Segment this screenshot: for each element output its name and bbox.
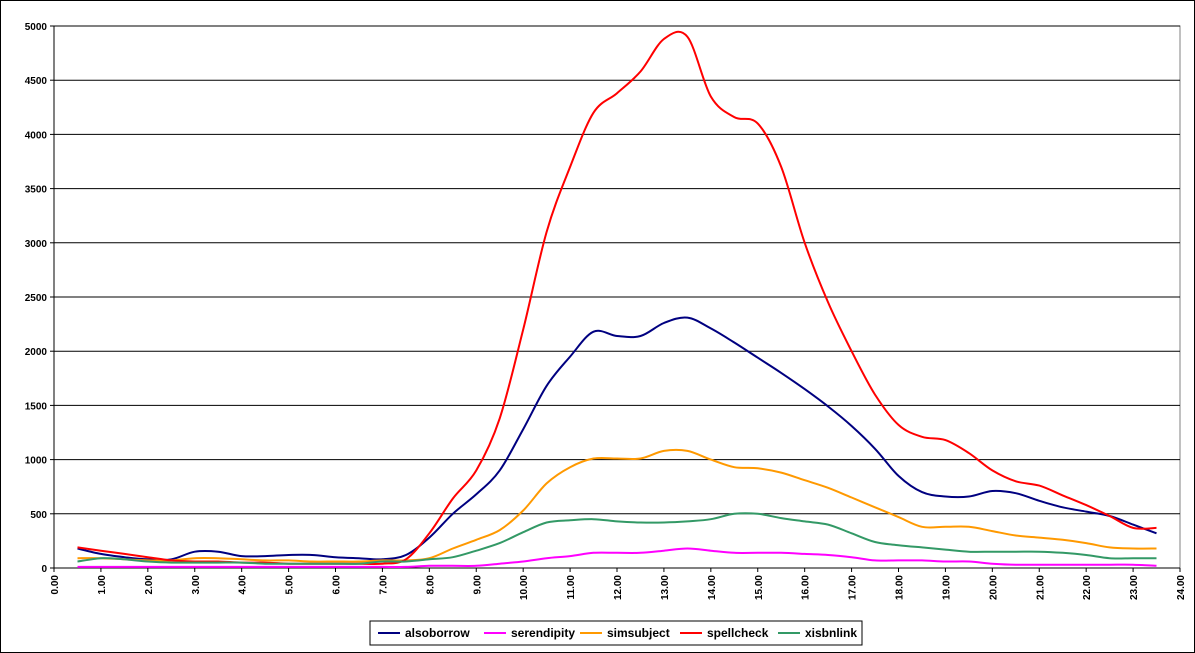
legend: alsoborrow serendipity simsubject spellchec… [369,620,863,646]
series-line-spellcheck [77,30,1157,566]
y-tick-label: 2000 [25,347,48,358]
x-tick-label: 22.00 [1082,575,1093,600]
y-tick-label: 1500 [25,401,48,412]
x-tick-label: 0.00 [50,575,61,595]
x-tick-label: 20.00 [988,575,999,600]
x-axis: 0.00 1.00 2.00 3.00 4.00 5.00 6.00 7.00 8.00 9.00… [50,567,1187,600]
legend-label-simsubject: simsubject [607,626,670,640]
x-tick-label: 8.00 [425,575,436,595]
y-tick-label: 3000 [25,239,48,250]
series-line-simsubject [77,448,1157,563]
legend-label-spellcheck: spellcheck [707,626,769,640]
x-tick-label: 15.00 [754,575,765,600]
y-tick-label: 500 [30,510,47,521]
y-tick-label: 4500 [25,76,48,87]
gridlines [53,25,1181,569]
x-tick-label: 10.00 [519,575,530,600]
y-tick-label: 2500 [25,293,48,304]
x-tick-label: 11.00 [566,575,577,600]
x-tick-label: 18.00 [895,575,906,600]
y-tick-label: 0 [41,564,47,575]
x-tick-label: 5.00 [285,575,296,595]
series-line-serendipity [77,547,1157,568]
x-tick-label: 19.00 [941,575,952,600]
series-line-xisbnlink [77,512,1157,565]
x-tick-label: 23.00 [1129,575,1140,600]
series-lines [77,30,1157,568]
x-tick-label: 13.00 [660,575,671,600]
x-tick-label: 14.00 [707,575,718,600]
legend-label-xisbnlink: xisbnlink [805,626,857,640]
x-tick-label: 1.00 [97,575,108,595]
y-tick-label: 3500 [25,185,48,196]
x-tick-label: 12.00 [613,575,624,600]
x-tick-label: 16.00 [801,575,812,600]
legend-label-alsoborrow: alsoborrow [405,626,470,640]
x-tick-label: 9.00 [472,575,483,595]
x-tick-label: 4.00 [238,575,249,595]
legend-label-serendipity: serendipity [511,626,575,640]
y-tick-label: 1000 [25,456,48,467]
x-tick-label: 3.00 [191,575,202,595]
y-tick-label: 5000 [25,22,48,33]
x-tick-label: 24.00 [1176,575,1187,600]
series-line-alsoborrow [77,316,1157,561]
x-tick-label: 2.00 [144,575,155,595]
x-tick-label: 21.00 [1035,575,1046,600]
x-tick-label: 7.00 [378,575,389,595]
x-tick-label: 6.00 [332,575,343,595]
y-tick-label: 4000 [25,130,48,141]
y-axis: 0 500 1000 1500 2000 2500 3000 3500 4000 4500 5000 [25,22,55,575]
x-tick-label: 17.00 [848,575,859,600]
